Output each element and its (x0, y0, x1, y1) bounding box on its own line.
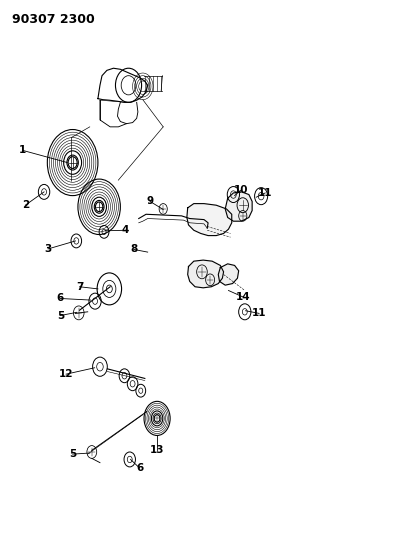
Text: 11: 11 (252, 309, 266, 318)
Text: 90307 2300: 90307 2300 (12, 13, 95, 26)
Text: 4: 4 (122, 225, 129, 235)
Text: 8: 8 (130, 245, 137, 254)
Text: 7: 7 (76, 282, 83, 292)
Text: 6: 6 (136, 463, 143, 473)
Text: 9: 9 (146, 197, 154, 206)
Text: 5: 5 (57, 311, 64, 320)
Text: 10: 10 (233, 185, 248, 195)
Polygon shape (188, 260, 224, 288)
Polygon shape (225, 192, 252, 221)
Polygon shape (187, 204, 232, 236)
Text: 1: 1 (19, 146, 26, 155)
Text: 5: 5 (69, 449, 76, 459)
Text: 2: 2 (22, 200, 29, 210)
Text: 6: 6 (57, 294, 64, 303)
Text: 14: 14 (235, 292, 250, 302)
Polygon shape (218, 264, 239, 285)
Text: 11: 11 (258, 188, 273, 198)
Text: 13: 13 (150, 446, 164, 455)
Text: 3: 3 (44, 244, 52, 254)
Text: 12: 12 (59, 369, 73, 379)
